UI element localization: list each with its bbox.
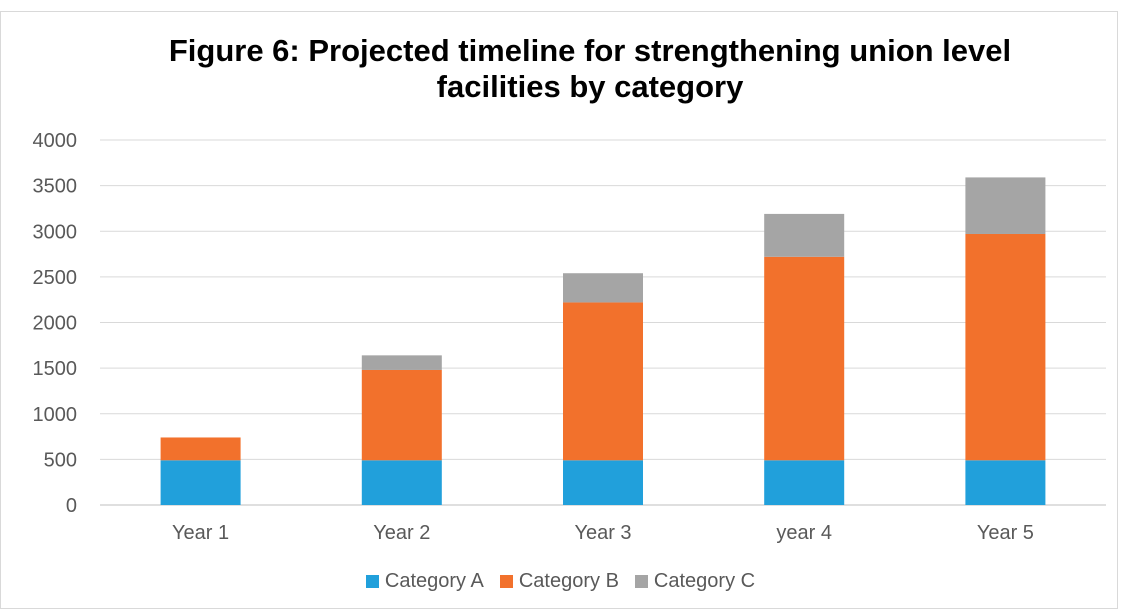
- y-tick-label: 2500: [33, 267, 78, 289]
- x-tick-label: year 4: [776, 522, 832, 544]
- bar-category-b-year-4: [764, 256, 845, 461]
- bar-category-a-year-4: [764, 460, 845, 505]
- x-tick-label: Year 1: [172, 522, 229, 544]
- bar-category-a-year-5: [965, 460, 1046, 505]
- x-tick-label: Year 3: [574, 522, 631, 544]
- legend-item-category-a: Category A: [365, 570, 484, 593]
- y-tick-label: 4000: [33, 130, 78, 152]
- bar-category-c-year-3: [563, 273, 643, 303]
- legend-label-category-b: Category B: [518, 570, 619, 592]
- legend-item-category-c: Category C: [634, 570, 756, 593]
- bar-category-c-year-5: [965, 177, 1046, 234]
- y-tick-label: 2000: [33, 313, 78, 335]
- y-tick-label: 0: [66, 495, 77, 517]
- chart-title: Figure 6: Projected timeline for strengt…: [90, 33, 1090, 105]
- legend-label-category-c: Category C: [653, 570, 756, 592]
- bar-category-b-year-2: [361, 369, 442, 461]
- x-tick-label: Year 5: [977, 522, 1034, 544]
- bar-category-a-year-2: [361, 460, 442, 505]
- y-tick-label: 500: [44, 449, 77, 471]
- y-axis-ticks: 0 500 1000 1500 2000 2500 3000 3500 4000: [33, 130, 78, 517]
- bar-category-a-year-1: [160, 460, 241, 505]
- bar-category-c-year-4: [764, 213, 845, 257]
- y-tick-label: 3000: [33, 221, 78, 243]
- bars: [160, 177, 1046, 505]
- legend-swatch-category-b: [499, 575, 513, 588]
- y-tick-label: 3500: [33, 176, 78, 198]
- y-tick-label: 1500: [33, 358, 78, 380]
- legend-label-category-a: Category A: [384, 570, 484, 592]
- bar-category-a-year-3: [563, 460, 643, 505]
- x-axis-ticks: Year 1 Year 2 Year 3 year 4 Year 5: [172, 522, 1034, 544]
- chart-title-line-1: Figure 6: Projected timeline for strengt…: [168, 33, 1012, 68]
- chart-title-line-2: facilities by category: [436, 69, 744, 104]
- bar-category-b-year-5: [965, 233, 1046, 461]
- bar-category-b-year-1: [160, 437, 241, 461]
- legend-swatch-category-a: [365, 575, 379, 588]
- legend-swatch-category-c: [634, 575, 648, 588]
- legend: Category A Category B Category C: [0, 570, 1121, 593]
- x-tick-label: Year 2: [373, 522, 430, 544]
- bar-category-b-year-3: [563, 302, 643, 461]
- legend-item-category-b: Category B: [499, 570, 619, 593]
- bar-category-c-year-2: [361, 355, 442, 370]
- y-tick-label: 1000: [33, 404, 78, 426]
- chart-frame: [0, 11, 1118, 609]
